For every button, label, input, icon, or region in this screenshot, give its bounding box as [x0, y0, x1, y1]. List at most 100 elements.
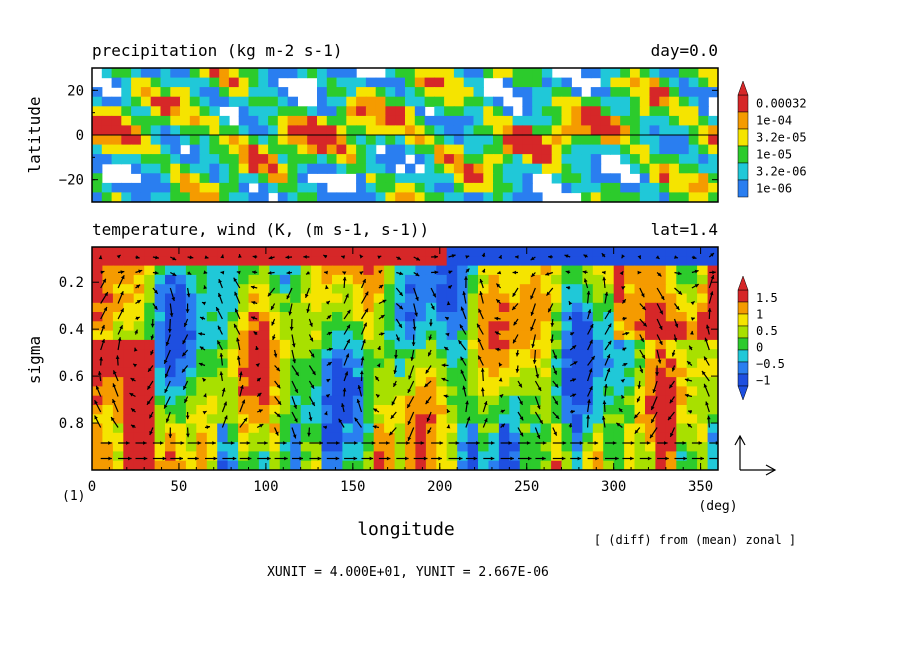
temp-cell	[498, 330, 510, 341]
temp-cell	[102, 377, 114, 387]
precip-cell	[600, 173, 611, 184]
wind-arrow-head	[328, 331, 332, 336]
temp-cell	[540, 423, 552, 434]
temp-cell	[290, 312, 302, 322]
precip-cell	[356, 192, 367, 202]
wind-arrow-head	[684, 393, 689, 398]
temp-cell	[446, 330, 458, 341]
temp-cell	[154, 423, 166, 434]
precip-cell	[326, 144, 338, 155]
temp-cell	[686, 302, 698, 313]
temp-cell	[457, 302, 469, 313]
precip-cell	[444, 96, 455, 107]
temp-cell	[592, 265, 604, 276]
temp-cell	[123, 358, 135, 369]
temp-cell	[175, 423, 187, 434]
wind-arrow-head	[286, 270, 291, 275]
wind-arrow-head	[499, 362, 503, 367]
precip-cell	[620, 96, 631, 107]
wind-arrow-head	[276, 413, 281, 418]
precip-cell	[669, 115, 680, 127]
wind-arrow-head	[134, 347, 138, 352]
precip-cell	[336, 154, 347, 165]
temp-cell	[655, 330, 667, 341]
temp-cell	[144, 414, 156, 425]
temp-cell	[624, 302, 636, 313]
temp-cell	[519, 284, 531, 295]
temp-cell	[707, 293, 718, 304]
precip-cell	[639, 182, 651, 194]
precip-cell	[541, 77, 553, 88]
temp-cell	[238, 265, 250, 276]
temp-cell	[415, 349, 427, 360]
precip-cell	[405, 125, 416, 136]
precip-cell	[610, 135, 621, 146]
temp-cell	[92, 339, 103, 350]
precip-cell	[121, 77, 132, 88]
precip-cell	[111, 68, 122, 79]
precip-cell	[512, 182, 523, 194]
temp-cell	[279, 414, 291, 425]
temp-cell	[206, 312, 218, 322]
wind-arrow-head	[397, 256, 402, 260]
precip-cell	[209, 154, 220, 165]
temp-cell	[446, 265, 458, 276]
temp-cell	[540, 395, 552, 406]
precip-cell	[659, 144, 670, 155]
temp-cell	[446, 349, 458, 360]
precip-cell	[160, 96, 171, 107]
precip-cell	[561, 144, 572, 155]
temp-cell	[206, 293, 218, 304]
temp-cell	[645, 386, 656, 397]
precip-cell	[238, 77, 250, 88]
wind-arrow-head	[325, 285, 329, 290]
temp-cell	[551, 330, 563, 341]
temp-cell	[290, 367, 302, 378]
temp-cell	[112, 414, 124, 425]
temp-cell	[655, 460, 667, 470]
temp-cell	[384, 247, 396, 257]
precip-cell	[659, 182, 670, 194]
temp-cell	[655, 265, 667, 276]
temp-cell	[352, 423, 364, 434]
precip-cell	[219, 144, 230, 155]
precip-cell	[512, 154, 523, 165]
temp-cell	[436, 423, 448, 434]
precip-cell	[375, 173, 387, 184]
temp-cell	[300, 423, 312, 434]
temp-cell	[665, 432, 677, 443]
wind-arrow-head	[129, 393, 134, 397]
colorbar-swatch	[737, 313, 749, 327]
temp-cell	[279, 349, 291, 360]
temp-cell	[488, 432, 500, 443]
temp-cell	[290, 274, 302, 285]
precip-cell	[297, 68, 308, 79]
precip-cell	[639, 125, 651, 136]
temp-cell	[467, 349, 479, 360]
precip-cell	[180, 77, 191, 88]
temp-cell	[707, 349, 718, 360]
temp-cell	[342, 265, 354, 276]
precip-cell	[590, 106, 602, 117]
temp-cell	[655, 274, 667, 285]
wind-arrow-head	[465, 268, 470, 273]
temp-cell	[509, 247, 521, 257]
temp-cell	[592, 386, 604, 397]
precip-cell	[131, 135, 142, 146]
precip-cell	[180, 125, 191, 136]
precip-cell	[463, 96, 475, 107]
temp-cell	[123, 247, 135, 257]
wind-arrow-head	[271, 321, 275, 326]
temp-cell	[238, 460, 250, 470]
temp-cell	[102, 321, 114, 332]
colorbar-label: −1	[756, 374, 770, 388]
temp-cell	[697, 405, 709, 415]
temp-cell	[676, 247, 688, 257]
temp-cell	[175, 274, 187, 285]
precip-cell	[336, 125, 347, 136]
temp-cell	[363, 247, 375, 257]
temp-cell	[227, 386, 239, 397]
precip-cell	[258, 125, 269, 136]
temp-cell	[603, 405, 615, 415]
temp-cell	[238, 451, 250, 462]
